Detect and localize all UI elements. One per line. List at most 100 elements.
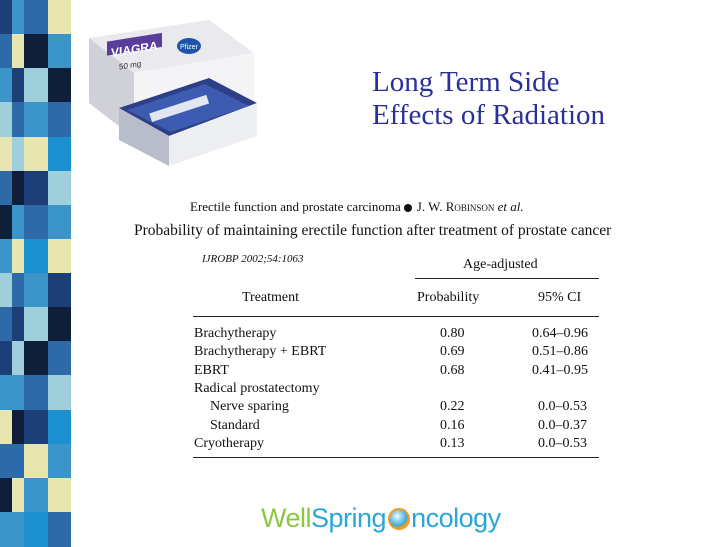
stripe-block [12,443,24,479]
stripe-block [48,443,71,479]
stripe-block [48,511,71,547]
stripe-block [12,68,24,104]
stripe-block [48,204,71,240]
stripe-block [24,136,48,172]
table-row: Radical prostatectomy [0,381,728,399]
cell-treatment: Standard [210,417,260,433]
cell-probability: 0.69 [440,344,465,360]
table-caption: Probability of maintaining erectile func… [134,222,612,239]
stripe-block [0,0,12,36]
slide-title: Long Term Side Effects of Radiation [372,66,712,132]
pill-box-icon: VIAGRA 50 mg Pfizer [89,20,257,166]
running-head-author: J. W. Robinson [416,199,495,214]
stripe-block [24,34,48,70]
cell-ci: 0.51–0.86 [532,344,588,360]
stripe-block [0,204,12,240]
stripe-block [0,511,12,547]
stripe-block [24,477,48,513]
slide-title-line1: Long Term Side [372,66,560,98]
stripe-block [48,170,71,206]
stripe-block [0,341,12,377]
cell-treatment: Cryotherapy [194,435,264,451]
stripe-block [24,341,48,377]
stripe-block [24,409,48,445]
table-row: EBRT 0.68 0.41–0.95 [0,363,728,381]
stripe-block [0,170,12,206]
stripe-block [0,68,12,104]
table-row: Nerve sparing 0.22 0.0–0.53 [0,399,728,417]
journal-citation: IJROBP 2002;54:1063 [202,253,304,265]
cell-ci: 0.0–0.53 [538,435,587,451]
stripe-block [48,238,71,274]
stripe-block [0,238,12,274]
cell-treatment: Nerve sparing [210,399,289,415]
cell-probability: 0.22 [440,399,465,415]
table-row: Cryotherapy 0.13 0.0–0.53 [0,436,728,454]
stripe-block [0,102,12,138]
group-header-rule [415,278,599,279]
stripe-block [48,341,71,377]
stripe-block [12,273,24,309]
stripe-block [48,477,71,513]
cell-probability: 0.80 [440,326,465,341]
viagra-box-photo: VIAGRA 50 mg Pfizer [79,18,262,168]
stripe-block [24,443,48,479]
stripe-block [12,341,24,377]
wellspring-oncology-logo: WellSpring ncology [261,500,501,536]
cell-ci: 0.0–0.37 [538,417,587,433]
decorative-stripe [0,0,71,547]
stripe-block [12,307,24,343]
running-head-etal: et al. [497,199,524,214]
bullet-dot-icon [403,203,412,212]
table-row: Brachytherapy 0.80 0.64–0.96 [0,326,728,344]
stripe-block [0,477,12,513]
svg-text:Pfizer: Pfizer [180,44,199,51]
stripe-block [48,0,71,36]
globe-icon [388,508,411,530]
stripe-block [24,204,48,240]
cell-treatment: Brachytherapy [194,326,277,341]
stripe-block [12,102,24,138]
article-running-head: Erectile function and prostate carcinoma… [190,199,610,215]
table-row: Standard 0.16 0.0–0.37 [0,418,728,436]
cell-treatment: Brachytherapy + EBRT [194,344,327,360]
cell-treatment: EBRT [194,362,229,378]
logo-text-well: Well [261,503,312,533]
slide-title-line2: Effects of Radiation [372,99,606,131]
stripe-block [24,238,48,274]
stripe-block [0,136,12,172]
stripe-block [0,375,12,411]
logo-text-spring: Spring [311,503,387,533]
stripe-block [48,102,71,138]
stripe-block [12,409,24,445]
stripe-block [48,307,71,343]
stripe-block [48,34,71,70]
stripe-block [24,0,48,36]
stripe-block [12,375,24,411]
stripe-block [12,34,24,70]
stripe-block [12,238,24,274]
stripe-block [24,307,48,343]
age-adjusted-header: Age-adjusted [463,257,538,272]
stripe-block [12,204,24,240]
stripe-block [48,68,71,104]
cell-probability: 0.13 [440,435,465,451]
stripe-block [0,34,12,70]
stripe-block [48,409,71,445]
column-header-treatment: Treatment [242,290,300,305]
cell-probability: 0.16 [440,417,465,433]
cell-probability: 0.68 [440,362,465,378]
stripe-block [24,68,48,104]
table-row: Brachytherapy + EBRT 0.69 0.51–0.86 [0,344,728,362]
svg-text:50 mg: 50 mg [119,59,141,71]
stripe-block [12,477,24,513]
stripe-block [12,136,24,172]
cell-ci: 0.0–0.53 [538,399,587,415]
logo-text-ncology: ncology [411,503,501,533]
running-head-text: Erectile function and prostate carcinoma [190,199,401,214]
cell-ci: 0.41–0.95 [532,362,588,378]
stripe-block [48,273,71,309]
cell-ci: 0.64–0.96 [532,326,588,341]
stripe-block [24,102,48,138]
bottom-rule [193,457,599,458]
